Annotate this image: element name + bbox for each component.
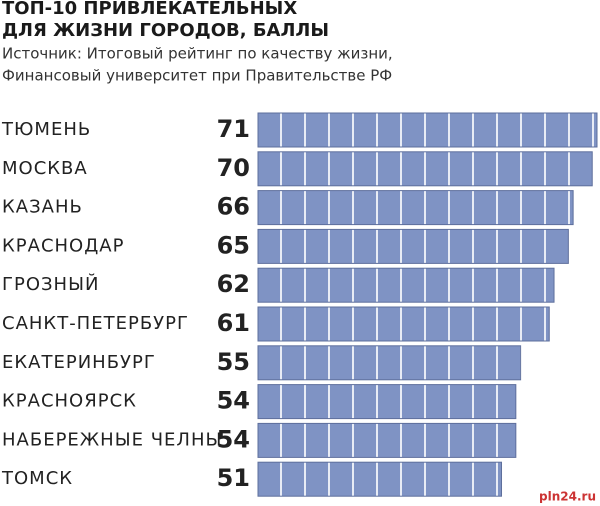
value-label: 54	[217, 425, 250, 453]
chart-title: ДЛЯ ЖИЗНИ ГОРОДОВ, БАЛЛЫ	[2, 20, 329, 41]
value-label: 70	[217, 154, 250, 182]
bar	[257, 190, 574, 226]
category-label: КРАСНОДАР	[2, 235, 124, 256]
category-label: КАЗАНЬ	[2, 197, 83, 218]
value-label: 55	[217, 348, 250, 376]
bar	[257, 461, 503, 497]
bar	[257, 228, 569, 264]
value-label: 54	[217, 387, 250, 415]
watermark: pln24.ru	[539, 490, 596, 504]
category-label: МОСКВА	[2, 158, 88, 179]
category-label: КРАСНОЯРСК	[2, 391, 137, 412]
chart-subtitle: Финансовый университет при Правительстве…	[2, 67, 392, 85]
bar	[257, 112, 598, 148]
bar	[257, 151, 593, 187]
chart-title: ТОП-10 ПРИВЛЕКАТЕЛЬНЫХ	[2, 0, 297, 19]
bar	[257, 384, 517, 420]
category-label: ТЮМЕНЬ	[1, 119, 91, 140]
category-label: САНКТ-ПЕТЕРБУРГ	[2, 313, 189, 334]
chart-subtitle: Источник: Итоговый рейтинг по качеству ж…	[2, 45, 393, 63]
category-label: ЕКАТЕРИНБУРГ	[2, 352, 156, 373]
category-label: ТОМСК	[1, 468, 73, 489]
bar	[257, 345, 522, 381]
watermark-bg	[540, 488, 600, 506]
value-label: 71	[217, 115, 250, 143]
value-label: 66	[217, 193, 250, 221]
value-label: 62	[217, 270, 250, 298]
category-label: ГРОЗНЫЙ	[2, 273, 99, 295]
bar	[257, 267, 555, 303]
value-label: 61	[217, 309, 250, 337]
bar	[257, 306, 550, 342]
value-label: 51	[217, 464, 250, 492]
value-label: 65	[217, 231, 250, 259]
bar	[257, 422, 517, 458]
category-label: НАБЕРЕЖНЫЕ ЧЕЛНЫ	[2, 429, 222, 450]
